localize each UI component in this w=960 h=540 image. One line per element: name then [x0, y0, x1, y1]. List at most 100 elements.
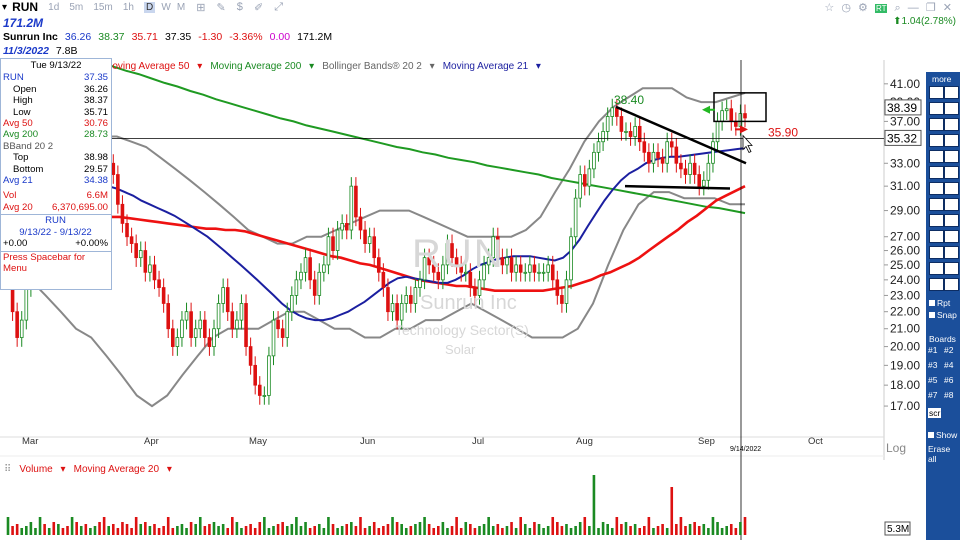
data-window: Tue 9/13/22 RUN 37.35 Open 36.26 High 38.37…	[0, 58, 112, 290]
volume-bar	[473, 528, 477, 535]
info-avg200: 28.73	[83, 129, 108, 141]
volume-bar	[583, 517, 587, 535]
board-button[interactable]: #3	[928, 360, 938, 370]
pencil-icon[interactable]: ✎	[216, 1, 226, 14]
board-button[interactable]: #6	[944, 375, 954, 385]
draw-tool-button[interactable]	[944, 134, 959, 147]
candle-body	[116, 174, 120, 205]
draw-tool-button[interactable]	[929, 262, 944, 275]
draw-tool-button[interactable]	[944, 246, 959, 259]
restore-icon[interactable]: ❐	[925, 2, 936, 14]
market-cap: 7.8B	[55, 45, 78, 57]
board-button[interactable]: #2	[944, 345, 954, 355]
timeframe-1h[interactable]: 1h	[122, 1, 134, 13]
draw-tool-button[interactable]	[929, 198, 944, 211]
candle-body	[679, 162, 683, 170]
candle-body	[212, 328, 216, 347]
draw-tool-button[interactable]	[929, 214, 944, 227]
draw-tool-button[interactable]	[929, 118, 944, 131]
volume-bar	[720, 528, 724, 535]
volume-bar	[89, 528, 92, 535]
draw-tool-button[interactable]	[944, 214, 959, 227]
candle-body	[399, 303, 404, 321]
timeframe-1d[interactable]: 1d	[48, 1, 60, 13]
volume-bar	[629, 526, 632, 535]
x-tick-label: Mar	[22, 436, 38, 447]
board-button[interactable]: #1	[928, 345, 938, 355]
info-open-label: Open	[13, 83, 37, 95]
draw-tool-button[interactable]	[929, 278, 944, 291]
candle-body	[409, 295, 413, 304]
timeframe-M[interactable]: M	[176, 1, 186, 13]
toolbar-more[interactable]: more	[932, 74, 952, 84]
board-button[interactable]: #5	[928, 375, 938, 385]
draw-tool-button[interactable]	[944, 182, 959, 195]
candle-body	[422, 257, 427, 281]
minimize-icon[interactable]: —	[907, 2, 919, 14]
draw-tool-button[interactable]	[929, 150, 944, 163]
draw-tool-button[interactable]	[944, 86, 959, 99]
draw-tool-button[interactable]	[944, 230, 959, 243]
price-tag	[884, 129, 922, 146]
volume-bar	[464, 522, 468, 535]
dollar-icon[interactable]: $	[236, 1, 243, 13]
star-icon[interactable]: ☆	[824, 2, 835, 14]
legend-vol-ma20[interactable]: Moving Average 20 ▾	[73, 464, 172, 475]
draw-tool-button[interactable]	[929, 246, 944, 259]
draw-tool-button[interactable]	[929, 166, 944, 179]
draw-tool-button[interactable]	[944, 150, 959, 163]
draw-tool-button[interactable]	[929, 86, 944, 99]
legend-volume[interactable]: Volume ▾	[19, 464, 66, 475]
compare-icon[interactable]: ⊞	[196, 1, 206, 14]
history-icon[interactable]: ◷	[841, 2, 851, 14]
draw-tool-button[interactable]	[929, 102, 944, 115]
edit-icon[interactable]: ✐	[253, 1, 264, 14]
draw-tool-button[interactable]	[929, 134, 944, 147]
rpt-checkbox[interactable]: Rpt	[929, 298, 950, 308]
symbol-label[interactable]: RUN	[12, 0, 39, 14]
timeframe-15m[interactable]: 15m	[93, 1, 113, 13]
settings-icon[interactable]: ⚙	[858, 2, 868, 14]
earnings-row: 11/3/2022 7.8B	[3, 45, 77, 57]
draw-tool-button[interactable]	[944, 166, 959, 179]
y-tick-label: 37.00	[890, 114, 920, 128]
board-button[interactable]: #4	[944, 360, 954, 370]
timeframe-D[interactable]: D	[144, 1, 156, 13]
x-tick-label: Aug	[576, 436, 593, 447]
legend-ma50[interactable]: Moving Average 50 ▾	[104, 61, 203, 72]
volume-menu-icon[interactable]: ⠿	[4, 464, 12, 475]
candle-body	[413, 287, 418, 304]
close-icon[interactable]: ✕	[942, 2, 952, 14]
draw-tool-button[interactable]	[944, 118, 959, 131]
candle-body	[161, 287, 166, 304]
draw-tool-button[interactable]	[929, 230, 944, 243]
draw-tool-button[interactable]	[929, 182, 944, 195]
volume-bar	[606, 524, 609, 535]
candle-body	[344, 223, 349, 231]
draw-tool-button[interactable]	[944, 278, 959, 291]
draw-tool-button[interactable]	[944, 262, 959, 275]
price-chart[interactable]: 38.40 35.90 17.00 18.00 19.00 20.00 21.00 22.0…	[0, 60, 960, 540]
candle-body	[19, 319, 24, 338]
erase-all-button[interactable]: Erase all	[928, 444, 951, 464]
timeframe-5m[interactable]: 5m	[69, 1, 84, 13]
volume-bar	[111, 524, 115, 535]
draw-tool-button[interactable]	[944, 102, 959, 115]
trendline-upper	[615, 105, 747, 165]
show-checkbox[interactable]: Show	[928, 430, 957, 440]
candle-body	[729, 108, 734, 122]
scr-button[interactable]: scr	[928, 408, 942, 418]
board-button[interactable]: #7	[928, 390, 938, 400]
expand-icon[interactable]: ⤢	[274, 0, 284, 13]
board-button[interactable]: #8	[944, 390, 954, 400]
snap-checkbox[interactable]: Snap	[929, 310, 957, 320]
legend-ma21[interactable]: Moving Average 21 ▾	[442, 61, 541, 72]
legend-bbands[interactable]: Bollinger Bands® 20 2 ▾	[322, 61, 435, 72]
legend-ma200[interactable]: Moving Average 200 ▾	[210, 61, 315, 72]
company-name: Sunrun Inc	[3, 31, 58, 43]
search-icon[interactable]: ⌕	[894, 2, 901, 14]
drawings[interactable]: 38.40 35.90	[0, 60, 884, 540]
draw-tool-button[interactable]	[944, 198, 959, 211]
timeframe-W[interactable]: W	[161, 1, 171, 13]
symbol-dropdown-icon[interactable]: ▾	[2, 1, 8, 13]
